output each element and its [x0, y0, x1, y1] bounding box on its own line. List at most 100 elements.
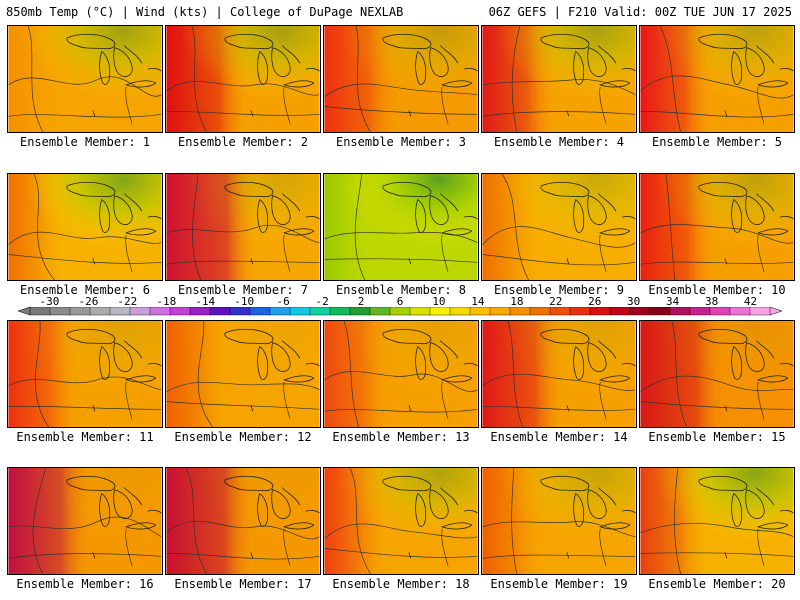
temperature-map: [7, 320, 163, 428]
ensemble-member-panel: Ensemble Member: 18: [323, 467, 479, 591]
colorbar-swatch: [669, 307, 691, 316]
map-title: 850mb Temp (°C) | Wind (kts) | College o…: [6, 5, 404, 19]
colorbar-tick-label: -26: [78, 295, 99, 308]
ensemble-member-label: Ensemble Member: 18: [332, 577, 470, 591]
colorbar-tick-label: 18: [510, 295, 524, 308]
ensemble-member-label: Ensemble Member: 13: [332, 430, 470, 444]
colorbar-swatch: [209, 307, 231, 316]
ensemble-member-panel: Ensemble Member: 14: [481, 320, 637, 444]
colorbar-swatch: [569, 307, 591, 316]
colorbar-swatch: [529, 307, 551, 316]
ensemble-member-label: Ensemble Member: 8: [335, 283, 467, 297]
colorbar-tick-label: 2: [357, 295, 365, 308]
colorbar-swatch: [269, 307, 291, 316]
temperature-map: [7, 173, 163, 281]
temperature-map: [323, 320, 479, 428]
ensemble-member-label: Ensemble Member: 20: [648, 577, 786, 591]
colorbar-tick-label: 10: [432, 295, 446, 308]
ensemble-member-panel: Ensemble Member: 10: [639, 173, 795, 297]
colorbar-swatch: [369, 307, 391, 316]
colorbar-swatch: [549, 307, 571, 316]
ensemble-member-panel: Ensemble Member: 11: [7, 320, 163, 444]
ensemble-member-panel: Ensemble Member: 20: [639, 467, 795, 591]
colorbar-tick-label: 34: [666, 295, 680, 308]
temperature-map: [639, 467, 795, 575]
ensemble-member-label: Ensemble Member: 17: [174, 577, 312, 591]
ensemble-member-panel: Ensemble Member: 8: [323, 173, 479, 297]
colorbar-tick-label: -14: [195, 295, 216, 308]
ensemble-member-panel: Ensemble Member: 12: [165, 320, 321, 444]
temperature-map: [481, 173, 637, 281]
temperature-map: [639, 25, 795, 133]
ensemble-member-label: Ensemble Member: 6: [19, 283, 151, 297]
ensemble-member-panel: Ensemble Member: 6: [7, 173, 163, 297]
colorbar-swatch: [169, 307, 191, 316]
ensemble-member-panel: Ensemble Member: 5: [639, 25, 795, 149]
ensemble-member-label: Ensemble Member: 7: [177, 283, 309, 297]
colorbar-swatch: [49, 307, 71, 316]
ensemble-member-label: Ensemble Member: 1: [19, 135, 151, 149]
temperature-map: [323, 467, 479, 575]
colorbar-tick-label: 22: [549, 295, 563, 308]
ensemble-member-label: Ensemble Member: 12: [174, 430, 312, 444]
ensemble-member-label: Ensemble Member: 4: [493, 135, 625, 149]
colorbar-swatch: [289, 307, 311, 316]
colorbar-swatch: [249, 307, 271, 316]
colorbar-swatch: [629, 307, 651, 316]
temperature-map: [7, 25, 163, 133]
colorbar-tick-label: -22: [117, 295, 138, 308]
colorbar-swatch: [229, 307, 251, 316]
ensemble-member-panel: Ensemble Member: 2: [165, 25, 321, 149]
colorbar-swatch: [409, 307, 431, 316]
colorbar-tick-label: 26: [588, 295, 602, 308]
colorbar-tick-label: 30: [627, 295, 641, 308]
ensemble-member-panel: Ensemble Member: 7: [165, 173, 321, 297]
colorbar-tick-label: -18: [156, 295, 177, 308]
colorbar-scale: [17, 307, 783, 316]
colorbar-tick-label: 14: [471, 295, 485, 308]
colorbar-swatch: [29, 307, 51, 316]
colorbar-swatch: [709, 307, 731, 316]
colorbar-swatch: [489, 307, 511, 316]
colorbar-tick-label: 42: [743, 295, 758, 308]
colorbar-swatch: [449, 307, 471, 316]
colorbar-swatch: [749, 307, 771, 316]
colorbar-tick-label: -30: [39, 295, 60, 308]
temperature-colorbar: -30 -26 -22 -18 -14 -10 -6 -2 2 6 10 14 18 22 26 30 34 38…: [0, 296, 800, 320]
ensemble-member-label: Ensemble Member: 15: [648, 430, 786, 444]
colorbar-swatch: [589, 307, 611, 316]
colorbar-swatch: [389, 307, 411, 316]
colorbar-swatch: [149, 307, 171, 316]
colorbar-swatch: [689, 307, 711, 316]
ensemble-member-panel: Ensemble Member: 13: [323, 320, 479, 444]
temperature-map: [165, 25, 321, 133]
temperature-map: [7, 467, 163, 575]
temperature-map: [481, 25, 637, 133]
colorbar-swatch: [649, 307, 671, 316]
ensemble-member-label: Ensemble Member: 16: [16, 577, 154, 591]
colorbar-swatch: [429, 307, 451, 316]
colorbar-swatch: [89, 307, 111, 316]
ensemble-member-panel: Ensemble Member: 3: [323, 25, 479, 149]
temperature-map: [165, 320, 321, 428]
temperature-map: [481, 467, 637, 575]
colorbar-tick-label: -2: [315, 295, 329, 308]
ensemble-member-panel: Ensemble Member: 1: [7, 25, 163, 149]
ensemble-member-label: Ensemble Member: 10: [648, 283, 786, 297]
colorbar-swatch: [469, 307, 491, 316]
colorbar-tick-label: -6: [276, 295, 290, 308]
ensemble-member-label: Ensemble Member: 2: [177, 135, 309, 149]
colorbar-swatch: [189, 307, 211, 316]
ensemble-member-label: Ensemble Member: 11: [16, 430, 154, 444]
temperature-map: [165, 467, 321, 575]
ensemble-member-label: Ensemble Member: 5: [651, 135, 783, 149]
colorbar-tick-label: 6: [396, 295, 404, 308]
colorbar-tick-label: 38: [704, 295, 719, 308]
temperature-map: [639, 320, 795, 428]
ensemble-member-panel: Ensemble Member: 9: [481, 173, 637, 297]
colorbar-swatch: [69, 307, 91, 316]
ensemble-member-label: Ensemble Member: 14: [490, 430, 628, 444]
colorbar-swatch: [329, 307, 351, 316]
ensemble-member-panel: Ensemble Member: 4: [481, 25, 637, 149]
colorbar-swatch: [609, 307, 631, 316]
